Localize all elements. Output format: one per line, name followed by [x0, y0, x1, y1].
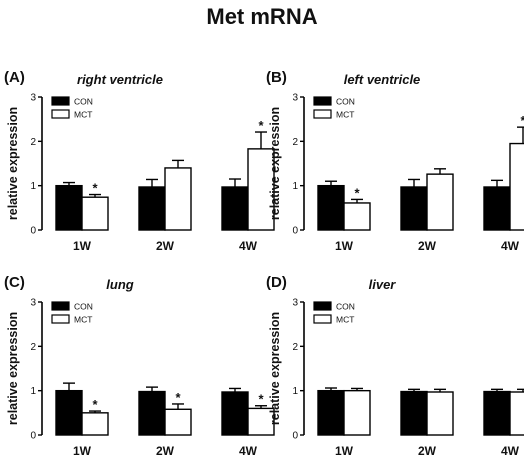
y-tick-label: 0	[30, 431, 36, 442]
significance-star: *	[92, 181, 98, 196]
y-tick-label: 0	[30, 226, 36, 237]
y-axis-label: relative expression	[268, 312, 282, 425]
bar-mct	[343, 202, 371, 231]
panel-letter: (B)	[266, 69, 287, 86]
legend-swatch-con	[313, 96, 332, 106]
bar-con	[400, 390, 428, 436]
y-tick-label: 1	[30, 181, 36, 192]
panel-a: (A) right ventricle relative expression 0 1 2…	[0, 69, 275, 260]
x-category-label: 1W	[73, 239, 92, 253]
legend-label-con: CON	[74, 302, 93, 312]
bar-con	[317, 184, 345, 231]
y-tick-label: 1	[292, 181, 298, 192]
x-category-label: 2W	[418, 239, 437, 253]
panel-d: (D) liver relative expression 0 1 2 3 1W 2W 4W CON…	[262, 274, 524, 465]
y-tick-label: 2	[292, 342, 298, 353]
x-category-label: 4W	[501, 239, 520, 253]
bar-mct	[426, 173, 454, 231]
legend-swatch-mct	[51, 109, 70, 119]
bar-mct	[343, 389, 371, 436]
legend-swatch-con	[51, 301, 70, 311]
panel-title: right ventricle	[77, 72, 163, 87]
significance-star: *	[258, 118, 264, 133]
legend-label-mct: MCT	[74, 315, 92, 325]
y-tick-label: 1	[292, 386, 298, 397]
panel-title: liver	[369, 277, 397, 292]
bar-con	[483, 186, 511, 231]
bar-con	[138, 186, 166, 231]
panel-title: lung	[106, 277, 133, 292]
bar-mct	[81, 196, 109, 231]
x-category-label: 2W	[156, 444, 175, 458]
legend-swatch-mct	[313, 109, 332, 119]
legend-label-mct: MCT	[74, 110, 92, 120]
chart-svg: (D) liver relative expression 0 1 2 3 1W 2W 4W CON…	[266, 274, 524, 458]
y-tick-label: 2	[30, 137, 36, 148]
bar-mct	[164, 408, 192, 436]
bar-mct	[81, 412, 109, 436]
y-tick-label: 0	[292, 226, 298, 237]
bar-con	[221, 186, 249, 231]
bar-con	[400, 186, 428, 231]
legend-swatch-mct	[313, 314, 332, 324]
bar-mct	[509, 391, 524, 436]
x-category-label: 2W	[156, 239, 175, 253]
bar-mct	[426, 391, 454, 436]
panel-title: left ventricle	[344, 72, 421, 87]
bar-mct	[509, 142, 524, 231]
significance-star: *	[520, 113, 524, 128]
chart-svg: (A) right ventricle relative expression 0 1 2…	[4, 69, 275, 253]
legend-label-con: CON	[74, 97, 93, 107]
y-axis-label: relative expression	[6, 312, 20, 425]
legend-swatch-con	[313, 301, 332, 311]
bar-mct	[247, 148, 275, 231]
bar-con	[55, 184, 83, 231]
bar-con	[55, 389, 83, 436]
x-category-label: 1W	[335, 444, 354, 458]
y-tick-label: 3	[292, 93, 298, 104]
chart-svg: (B) left ventricle relative expression 0 1 2 3…	[266, 69, 524, 253]
panel-letter: (C)	[4, 274, 25, 291]
bar-con	[483, 390, 511, 436]
significance-star: *	[258, 392, 264, 407]
legend-swatch-con	[51, 96, 70, 106]
y-tick-label: 3	[292, 298, 298, 309]
figure-title: Met mRNA	[206, 4, 318, 29]
y-axis-label: relative expression	[268, 107, 282, 220]
x-category-label: 4W	[239, 444, 258, 458]
legend-label-con: CON	[336, 97, 355, 107]
panel-letter: (D)	[266, 274, 287, 291]
x-category-label: 1W	[73, 444, 92, 458]
y-tick-label: 3	[30, 93, 36, 104]
x-category-label: 1W	[335, 239, 354, 253]
bar-mct	[247, 407, 275, 436]
significance-star: *	[175, 390, 181, 405]
y-tick-label: 0	[292, 431, 298, 442]
panel-letter: (A)	[4, 69, 25, 86]
y-tick-label: 1	[30, 386, 36, 397]
x-category-label: 4W	[501, 444, 520, 458]
legend-swatch-mct	[51, 314, 70, 324]
panel-c: (C) lung relative expression 0 1 2 3 * 1W * 2W * 4W C…	[0, 274, 275, 465]
legend-label-mct: MCT	[336, 110, 354, 120]
legend-label-mct: MCT	[336, 315, 354, 325]
legend-label-con: CON	[336, 302, 355, 312]
panel-b: (B) left ventricle relative expression 0 1 2 3…	[262, 69, 524, 260]
y-axis-label: relative expression	[6, 107, 20, 220]
y-tick-label: 3	[30, 298, 36, 309]
bar-mct	[164, 167, 192, 231]
x-category-label: 4W	[239, 239, 258, 253]
x-category-label: 2W	[418, 444, 437, 458]
bar-con	[317, 389, 345, 436]
bar-con	[138, 390, 166, 436]
significance-star: *	[92, 397, 98, 412]
y-tick-label: 2	[292, 137, 298, 148]
bar-con	[221, 391, 249, 436]
significance-star: *	[354, 185, 360, 200]
chart-svg: (C) lung relative expression 0 1 2 3 * 1W * 2W * 4W C…	[4, 274, 275, 458]
y-tick-label: 2	[30, 342, 36, 353]
